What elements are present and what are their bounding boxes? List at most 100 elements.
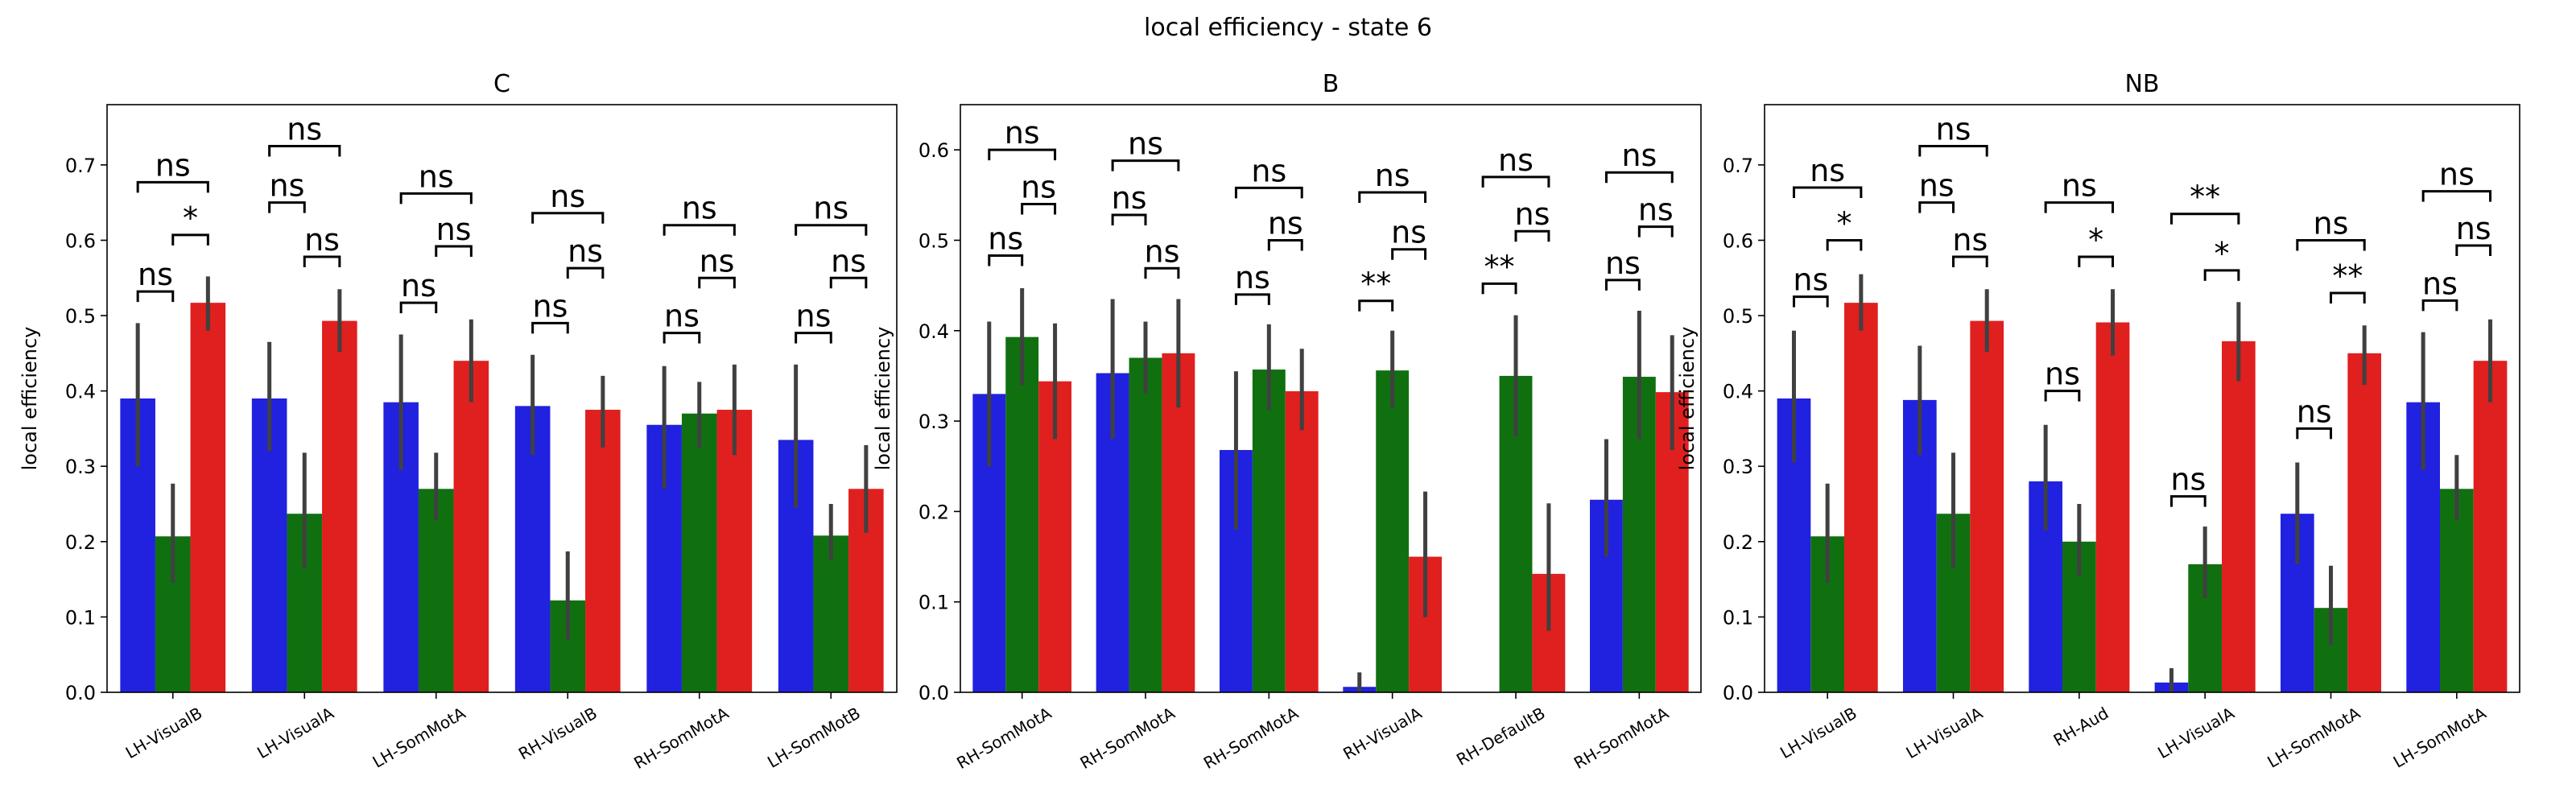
- x-tick-label: LH-SomMotA: [369, 703, 469, 771]
- significance-label: ns: [2170, 462, 2206, 497]
- y-tick-label: 0.3: [65, 456, 96, 478]
- x-tick-label: LH-SomMotA: [2390, 703, 2490, 771]
- significance-bracket: [566, 266, 605, 279]
- bar: [418, 489, 454, 692]
- significance-bracket: [2169, 213, 2240, 225]
- significance-label: ns: [831, 243, 866, 279]
- significance-label: ns: [550, 179, 585, 214]
- significance-bracket: [2330, 291, 2366, 303]
- significance-bracket: [268, 144, 341, 157]
- bar: [1970, 320, 2004, 692]
- bar: [716, 410, 753, 692]
- bar: [2439, 489, 2474, 692]
- x-tick-label: LH-VisualB: [122, 704, 206, 763]
- significance-label: ns: [304, 222, 340, 258]
- y-tick-label: 0.0: [1723, 682, 1753, 704]
- x-tick-label: RH-VisualB: [515, 704, 601, 764]
- significance-bracket: [1514, 229, 1550, 242]
- y-tick-label: 0.7: [1723, 155, 1753, 177]
- significance-bracket: [663, 224, 736, 236]
- significance-label: *: [183, 200, 198, 236]
- significance-label: **: [2190, 180, 2220, 215]
- significance-label: ns: [533, 288, 568, 324]
- x-tick-label: RH-SomMotA: [1571, 703, 1672, 773]
- x-tick-label: LH-SomMotB: [764, 704, 864, 772]
- panel-title: C: [493, 70, 510, 98]
- significance-bracket: [136, 180, 209, 193]
- y-tick-label: 0.6: [919, 139, 949, 162]
- significance-bracket: [1234, 186, 1303, 199]
- x-tick-label: LH-VisualA: [1903, 703, 1987, 762]
- y-tick-label: 0.3: [919, 411, 949, 433]
- significance-label: **: [1360, 266, 1391, 302]
- significance-bracket: [268, 201, 306, 213]
- significance-bracket: [1792, 295, 1829, 308]
- significance-bracket: [698, 276, 736, 289]
- significance-label: ns: [2297, 394, 2332, 429]
- significance-label: ns: [1793, 262, 1828, 298]
- significance-bracket: [136, 290, 175, 303]
- x-tick-label: RH-SomMotA: [1200, 703, 1302, 773]
- significance-label: ns: [988, 221, 1023, 257]
- significance-bracket: [795, 332, 832, 344]
- significance-bracket: [795, 224, 868, 236]
- significance-bracket: [2296, 238, 2366, 251]
- panel-title: NB: [2124, 70, 2159, 98]
- x-tick-label: RH-SomMotA: [953, 703, 1055, 773]
- significance-bracket: [435, 245, 473, 257]
- y-tick-label: 0.5: [65, 305, 96, 328]
- significance-bracket: [663, 332, 701, 344]
- significance-bracket: [2044, 390, 2081, 402]
- bar: [1252, 369, 1286, 692]
- significance-bracket: [2044, 201, 2115, 213]
- y-tick-label: 0.3: [1723, 456, 1753, 478]
- significance-label: ns: [1128, 126, 1163, 162]
- y-tick-label: 0.2: [919, 501, 949, 523]
- significance-label: ns: [155, 147, 191, 183]
- bar: [2222, 341, 2256, 692]
- significance-label: ns: [270, 168, 305, 204]
- significance-label: ns: [2314, 205, 2349, 241]
- x-tick-label: RH-Aud: [2050, 704, 2112, 750]
- significance-bracket: [1144, 266, 1180, 279]
- significance-bracket: [1826, 238, 1863, 251]
- significance-label: ns: [436, 212, 472, 247]
- significance-label: ns: [1936, 111, 1971, 147]
- significance-bracket: [1918, 201, 1955, 213]
- significance-label: ns: [1144, 233, 1179, 269]
- y-tick-label: 0.1: [65, 606, 96, 629]
- bar: [681, 413, 717, 692]
- x-tick-label: RH-SomMotA: [1077, 703, 1179, 773]
- significance-bracket: [399, 192, 473, 204]
- significance-label: ns: [2439, 157, 2475, 192]
- significance-bracket: [2169, 495, 2207, 507]
- bar: [322, 320, 357, 692]
- significance-label: ns: [796, 299, 832, 334]
- significance-label: ns: [1919, 168, 1955, 204]
- significance-label: ns: [700, 243, 735, 279]
- significance-label: ns: [138, 257, 173, 292]
- significance-bracket: [399, 301, 438, 314]
- y-axis-label: local efficiency: [1676, 327, 1699, 471]
- y-tick-label: 0.2: [1723, 531, 1753, 554]
- y-tick-label: 0.1: [1723, 606, 1753, 629]
- significance-bracket: [531, 321, 569, 334]
- bar: [1844, 303, 1878, 692]
- y-tick-label: 0.0: [919, 682, 949, 704]
- bar: [1129, 357, 1162, 692]
- bar: [585, 410, 621, 692]
- significance-label: ns: [1621, 138, 1657, 173]
- plot-frame: [106, 104, 898, 693]
- bar: [2473, 361, 2508, 692]
- y-tick-label: 0.2: [65, 531, 96, 554]
- significance-bracket: [303, 255, 341, 268]
- significance-label: ns: [1268, 205, 1303, 241]
- bar: [1376, 370, 1410, 692]
- panel-nb: NB local efficiency 0.0 0.1 0.2 0.3 0.4 0.5 0.6 0…: [1676, 70, 2520, 772]
- significance-bracket: [988, 254, 1024, 266]
- significance-bracket: [2078, 255, 2115, 268]
- significance-bracket: [171, 233, 209, 246]
- bar: [1005, 336, 1039, 692]
